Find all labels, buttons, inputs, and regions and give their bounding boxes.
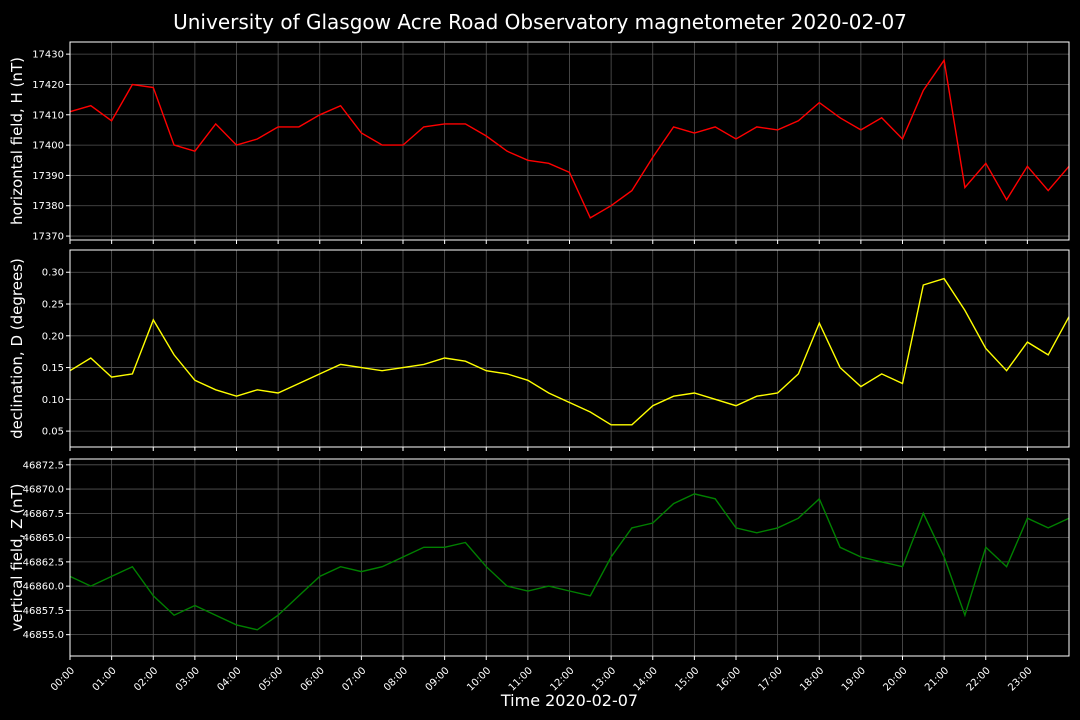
y-tick-label: 46867.5 [23, 509, 64, 520]
data-line [69, 277, 1070, 426]
y-tick-label: 46857.5 [23, 606, 64, 617]
y-axis-label: declination, D (degrees) [8, 258, 26, 439]
x-tick-label: 19:00 [840, 665, 868, 693]
data-line [69, 58, 1070, 219]
chart-title: University of Glasgow Acre Road Observat… [173, 10, 907, 34]
x-tick-label: 13:00 [590, 665, 618, 693]
y-axis-label: horizontal field, H (nT) [8, 57, 26, 225]
x-tick-label: 09:00 [424, 665, 452, 693]
x-tick-label: 22:00 [965, 665, 993, 693]
data-line [69, 493, 1070, 631]
y-tick-label: 46865.0 [23, 533, 64, 544]
y-tick-label: 17420 [32, 80, 64, 91]
x-tick-label: 12:00 [548, 665, 576, 693]
x-tick-label: 07:00 [340, 665, 368, 693]
x-axis-label: Time 2020-02-07 [500, 691, 638, 710]
x-tick-label: 17:00 [757, 665, 785, 693]
plot-frame [69, 249, 1070, 448]
x-tick-label: 23:00 [1006, 665, 1034, 693]
x-tick-label: 16:00 [715, 665, 743, 693]
x-tick-label: 10:00 [465, 665, 493, 693]
plot-frame [69, 458, 1070, 657]
y-tick-label: 17400 [32, 141, 64, 152]
y-tick-label: 17380 [32, 201, 64, 212]
y-tick-label: 0.10 [42, 395, 64, 406]
x-tick-label: 04:00 [215, 665, 243, 693]
x-tick-label: 11:00 [507, 665, 535, 693]
y-axis-label: vertical field, Z (nT) [8, 483, 26, 631]
x-tick-label: 01:00 [91, 665, 119, 693]
y-tick-label: 17370 [32, 232, 64, 243]
y-tick-label: 0.05 [42, 427, 64, 438]
y-tick-label: 46862.5 [23, 557, 64, 568]
y-tick-label: 17430 [32, 50, 64, 61]
x-tick-label: 00:00 [49, 665, 77, 693]
plot-frame [69, 41, 1070, 241]
y-tick-label: 0.30 [42, 268, 64, 279]
y-tick-label: 0.25 [42, 300, 64, 311]
x-tick-label: 15:00 [673, 665, 701, 693]
x-tick-label: 03:00 [174, 665, 202, 693]
y-tick-label: 0.15 [42, 363, 64, 374]
x-tick-label: 21:00 [923, 665, 951, 693]
x-tick-label: 08:00 [382, 665, 410, 693]
x-tick-label: 18:00 [798, 665, 826, 693]
y-tick-label: 17410 [32, 110, 64, 121]
y-tick-label: 0.20 [42, 331, 64, 342]
y-tick-label: 46860.0 [23, 582, 64, 593]
y-tick-label: 46872.5 [23, 460, 64, 471]
y-tick-label: 46855.0 [23, 630, 64, 641]
x-tick-label: 02:00 [132, 665, 160, 693]
x-tick-label: 20:00 [881, 665, 909, 693]
y-tick-label: 46870.0 [23, 485, 64, 496]
y-tick-label: 17390 [32, 171, 64, 182]
x-tick-label: 14:00 [632, 665, 660, 693]
x-tick-label: 06:00 [299, 665, 327, 693]
x-tick-label: 05:00 [257, 665, 285, 693]
